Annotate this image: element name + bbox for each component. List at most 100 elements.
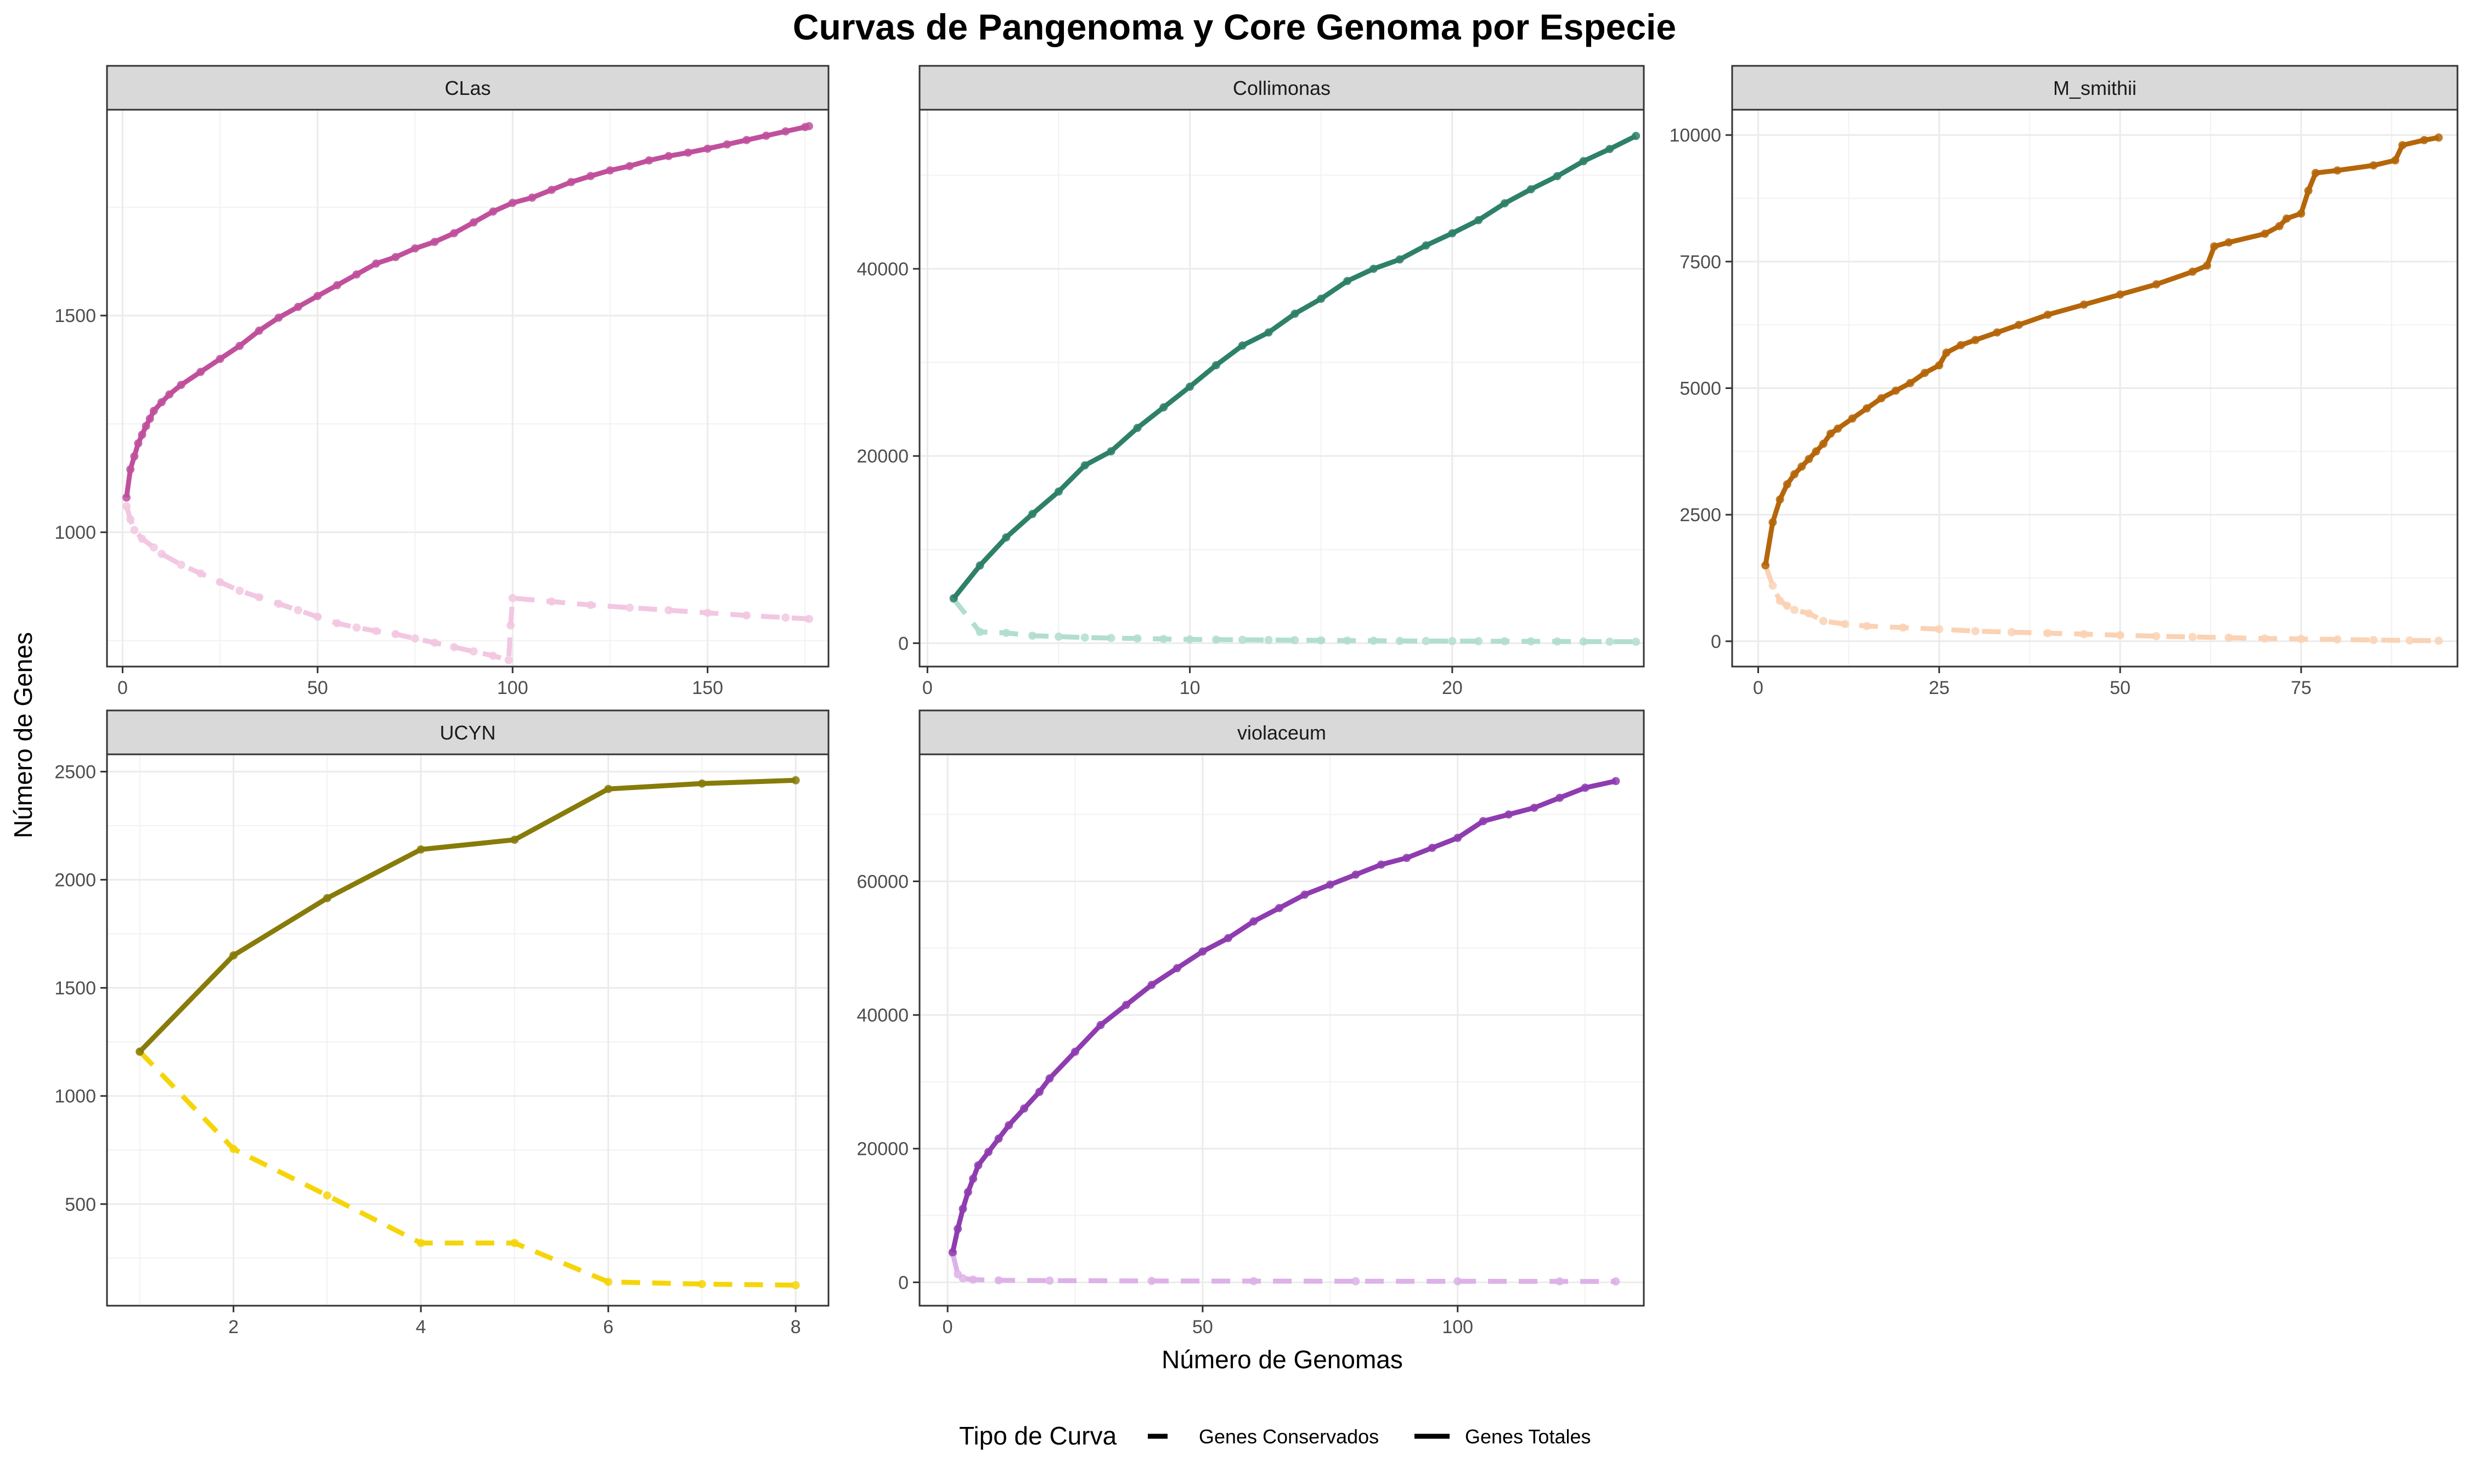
data-point-core <box>1055 632 1063 641</box>
data-point-core <box>149 543 158 552</box>
data-point-core <box>1133 634 1142 643</box>
data-point-core <box>586 601 595 610</box>
data-point-total <box>703 144 712 153</box>
data-point-total <box>508 199 517 207</box>
data-point-total <box>1422 241 1430 250</box>
data-point-total <box>1198 947 1207 956</box>
x-tick-label: 0 <box>117 678 128 698</box>
data-point-total <box>196 368 205 376</box>
data-point-total <box>235 342 244 350</box>
data-point-total <box>2079 300 2088 309</box>
data-point-core <box>1526 637 1535 646</box>
data-point-core <box>1555 1277 1564 1286</box>
data-point-total <box>567 178 576 187</box>
x-tick-label: 10 <box>1180 678 1200 698</box>
data-point-core <box>2152 632 2161 641</box>
data-point-total <box>791 776 800 785</box>
data-point-total <box>1428 844 1436 852</box>
data-point-core <box>1819 617 1828 625</box>
y-tick-label: 0 <box>898 633 909 654</box>
data-point-total <box>1080 461 1089 470</box>
data-point-core <box>1080 633 1089 642</box>
data-point-core <box>1605 637 1614 646</box>
data-point-total <box>1028 510 1037 518</box>
data-point-total <box>2304 187 2313 195</box>
data-point-total <box>2311 168 2320 177</box>
data-point-total <box>1555 793 1564 802</box>
x-tick-label: 6 <box>603 1317 613 1338</box>
data-point-total <box>313 292 322 301</box>
data-point-total <box>122 493 131 502</box>
data-point-total <box>1891 386 1900 395</box>
data-point-total <box>2224 238 2233 247</box>
data-point-total <box>604 785 613 793</box>
data-point-core <box>1448 637 1457 646</box>
data-point-total <box>606 166 615 175</box>
data-point-total <box>1055 487 1063 496</box>
x-tick-label: 100 <box>1442 1317 1473 1338</box>
data-point-core <box>805 614 813 623</box>
data-point-core <box>391 630 400 639</box>
data-point-core <box>1768 581 1777 590</box>
data-point-core <box>508 594 517 602</box>
panel-border <box>106 753 830 1307</box>
x-tick-label: 75 <box>2291 678 2312 698</box>
data-point-core <box>504 656 513 664</box>
data-point-core <box>2261 634 2269 643</box>
panel-border <box>106 109 830 668</box>
panel-background <box>920 110 1644 667</box>
data-point-total <box>1290 309 1299 318</box>
data-point-total <box>1402 854 1411 862</box>
data-point-core <box>2188 633 2197 641</box>
data-point-total <box>1264 328 1273 337</box>
data-point-core <box>1369 636 1378 645</box>
data-point-total <box>229 951 238 960</box>
series-line-core <box>951 597 1636 645</box>
data-point-total <box>2203 261 2211 270</box>
data-point-core <box>216 578 224 586</box>
data-point-total <box>489 207 498 216</box>
data-point-total <box>1369 264 1378 273</box>
x-tick-label: 4 <box>416 1317 426 1338</box>
data-point-total <box>949 594 958 602</box>
data-point-core <box>1159 635 1168 644</box>
data-point-core <box>742 611 751 620</box>
data-point-core <box>2079 630 2088 639</box>
data-point-total <box>994 1135 1003 1143</box>
data-point-total <box>1474 216 1483 224</box>
data-point-total <box>1632 132 1641 140</box>
data-point-core <box>1395 636 1404 645</box>
x-tick-label: 8 <box>791 1317 801 1338</box>
data-point-total <box>1581 783 1589 792</box>
data-point-total <box>416 845 425 854</box>
data-point-total <box>1453 833 1462 842</box>
data-point-core <box>1317 636 1326 645</box>
data-point-core <box>697 1280 706 1289</box>
data-point-total <box>1300 890 1309 899</box>
data-point-total <box>1173 964 1181 973</box>
x-tick-label: 50 <box>2110 678 2130 698</box>
data-point-core <box>1805 609 1813 618</box>
data-point-total <box>1326 881 1334 889</box>
data-point-core <box>2007 628 2016 636</box>
data-point-total <box>2391 156 2399 165</box>
data-point-core <box>1045 1276 1054 1285</box>
data-point-total <box>1862 404 1871 413</box>
x-tick-label: 0 <box>922 678 933 698</box>
data-point-total <box>954 1225 962 1233</box>
y-tick-label: 40000 <box>856 1005 909 1026</box>
facet-strip-label: violaceum <box>1237 721 1326 744</box>
data-point-total <box>1479 817 1487 826</box>
data-point-total <box>430 238 439 246</box>
x-tick-label: 100 <box>497 678 528 698</box>
data-point-total <box>1395 255 1404 264</box>
data-point-core <box>1028 631 1037 640</box>
panel-background <box>107 754 828 1306</box>
data-point-core <box>126 515 135 523</box>
series-line-core <box>124 505 809 663</box>
data-point-core <box>791 1281 800 1290</box>
data-point-total <box>547 185 556 194</box>
data-point-core <box>138 534 146 543</box>
data-point-total <box>1812 447 1820 456</box>
y-tick-label: 7500 <box>1679 252 1721 273</box>
